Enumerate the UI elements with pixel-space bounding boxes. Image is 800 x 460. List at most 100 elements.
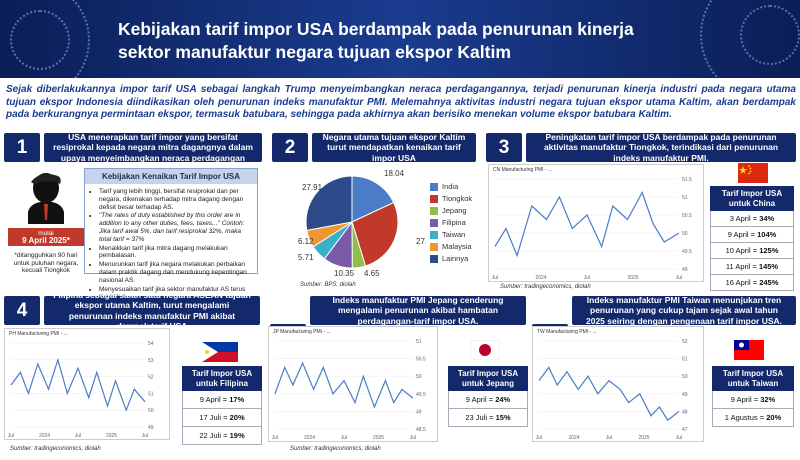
- pie-slice-india: [351, 175, 395, 223]
- china-pmi-chart: CN Manufacturing PMI - ... 51.5 51 50.5 50 4…: [488, 164, 704, 282]
- x-tick-label: Jul: [676, 435, 682, 441]
- legend-label: Lainnya: [442, 254, 469, 263]
- x-tick-label: 2025: [638, 435, 649, 441]
- table-row: 22 Juli = 19%: [182, 427, 262, 445]
- y-tick-label: 49: [682, 392, 688, 398]
- china-tariff-table: Tarif Impor USA untuk China 3 April = 34…: [710, 186, 794, 291]
- y-tick-label: 49: [416, 409, 422, 415]
- y-tick-label: 50.5: [682, 213, 692, 219]
- legend-label: Jepang: [442, 206, 467, 215]
- ornament-right-inner: [740, 5, 800, 65]
- legend-item-filipina: Filipina: [430, 218, 466, 227]
- panel-6-title: Indeks manufaktur PMI Taiwan menunjukan …: [572, 295, 796, 326]
- table-row: 3 April = 34%: [710, 211, 794, 227]
- x-tick-label: 2024: [568, 435, 579, 441]
- y-tick-label: 49.5: [682, 249, 692, 255]
- japan-pmi-chart: JP Manufacturing PMI - ... 51 50.5 50 49.5 4…: [268, 326, 438, 442]
- policy-item: Menaikkan tarif jika mitra dagang melaku…: [99, 245, 251, 261]
- y-tick-label: 47: [682, 427, 688, 433]
- x-tick-label: Jul: [272, 435, 278, 441]
- ornament-left-inner: [10, 10, 70, 70]
- x-tick-label: Jul: [8, 433, 14, 439]
- start-date-badge: mulai: [8, 228, 84, 246]
- pie-value-label: 6.12: [298, 237, 314, 246]
- taiwan-flag: [734, 340, 764, 365]
- title-line-2: sektor manufaktur negara tujuan ekspor K…: [118, 42, 511, 62]
- legend-item-tiongkok: Tiongkok: [430, 194, 472, 203]
- table-row: 9 April = 32%: [712, 391, 794, 409]
- policy-list: Tarif yang lebih tinggi, bersifat resipr…: [85, 184, 257, 301]
- philippines-tariff-table: Tarif Impor USA untuk Filipina 9 April =…: [182, 366, 262, 445]
- chart-caption: JP Manufacturing PMI - ...: [273, 329, 331, 335]
- legend-item-jepang: Jepang: [430, 206, 467, 215]
- y-tick-label: 51: [416, 339, 422, 345]
- x-tick-label: Jul: [584, 275, 590, 281]
- y-tick-label: 50: [682, 374, 688, 380]
- y-tick-label: 49: [148, 425, 154, 431]
- pmi-line: [494, 191, 680, 258]
- title-line-1: Kebijakan tarif impor USA berdampak pada…: [118, 19, 634, 39]
- philippines-pmi-chart: PH Manufacturing PMI - ... 54 53 52 51 50 49 J…: [4, 328, 170, 440]
- policy-item: Tarif yang lebih tinggi, bersifat resipr…: [99, 188, 251, 211]
- table-row: 1 Agustus = 20%: [712, 409, 794, 427]
- x-tick-label: 2025: [373, 435, 384, 441]
- panel-3-title: Peningkatan tarif impor USA berdampak pa…: [526, 132, 796, 163]
- pmi-line: [274, 361, 414, 409]
- table-row: 9 April = 24%: [448, 391, 528, 409]
- y-tick-label: 49: [682, 267, 688, 273]
- start-date: 9 April 2025*: [22, 236, 70, 245]
- legend-swatch: [430, 218, 438, 227]
- y-tick-label: 48: [682, 409, 688, 415]
- footnote: *ditangguhkan 90 hari untuk puluhan nega…: [13, 252, 79, 274]
- chart-caption: CN Manufacturing PMI - ...: [493, 167, 553, 173]
- x-tick-label: Jul: [410, 435, 416, 441]
- y-tick-label: 52: [148, 375, 154, 381]
- table-row: 16 April = 245%: [710, 275, 794, 291]
- legend-item-malaysia: Malaysia: [430, 242, 472, 251]
- legend-label: India: [442, 182, 459, 191]
- panel-3-source: Sumber: tradingeconomics, diolah: [500, 284, 591, 290]
- x-tick-label: 2025: [627, 275, 638, 281]
- y-tick-label: 54: [148, 341, 154, 347]
- x-tick-label: Jul: [142, 433, 148, 439]
- ornament-left: [0, 0, 90, 78]
- table-row: 10 April = 125%: [710, 243, 794, 259]
- panel-2-title: Negara utama tujuan ekspor Kaltim turut …: [312, 132, 476, 163]
- y-tick-label: 51: [682, 195, 688, 201]
- table-row: 9 April = 104%: [710, 227, 794, 243]
- y-tick-label: 48.5: [416, 427, 426, 433]
- legend-label: Malaysia: [442, 242, 472, 251]
- table-title: Tarif Impor USA untuk Filipina: [182, 366, 262, 391]
- panel-1-number: 1: [4, 133, 40, 162]
- legend-label: Taiwan: [442, 230, 466, 239]
- legend-item-lainnya: Lainnya: [430, 254, 468, 263]
- legend-swatch: [430, 254, 438, 263]
- table-row: 9 April = 17%: [182, 391, 262, 409]
- y-tick-label: 51: [682, 357, 688, 363]
- table-row: 17 Juli = 20%: [182, 409, 262, 427]
- table-row: 23 Juli = 15%: [448, 409, 528, 427]
- pie-value-label: 5.71: [298, 253, 314, 262]
- ornament-right: [700, 0, 800, 78]
- legend-swatch: [430, 182, 438, 191]
- x-tick-label: Jul: [606, 435, 612, 441]
- pmi-line: [10, 357, 146, 412]
- legend-label: Tiongkok: [442, 194, 473, 203]
- intro-text: Sejak diberlakukannya impor tarif USA se…: [6, 84, 796, 120]
- policy-box: Kebijakan Kenaikan Tarif Impor USA Tarif…: [84, 168, 258, 300]
- pmi-line: [538, 366, 680, 422]
- china-flag: [738, 163, 768, 188]
- x-tick-label: 2024: [39, 433, 50, 439]
- japan-flag: [469, 339, 501, 365]
- mulai-label: mulai: [38, 230, 54, 237]
- panel-2-source: Sumber: BPS, diolah: [300, 282, 356, 288]
- y-tick-label: 53: [148, 358, 154, 364]
- pie-slice-lainnya: [305, 175, 353, 231]
- page-title: Kebijakan tarif impor USA berdampak pada…: [118, 18, 738, 64]
- policy-item: Menurunkan tarif jika negara melakukan p…: [99, 261, 251, 284]
- panel-4-number: 4: [4, 296, 40, 325]
- x-tick-label: Jul: [676, 275, 682, 281]
- y-tick-label: 49.5: [416, 392, 426, 398]
- pie-value-label: 10.35: [334, 269, 355, 278]
- panel-5-title: Indeks manufaktur PMI Jepang cenderung m…: [310, 295, 526, 326]
